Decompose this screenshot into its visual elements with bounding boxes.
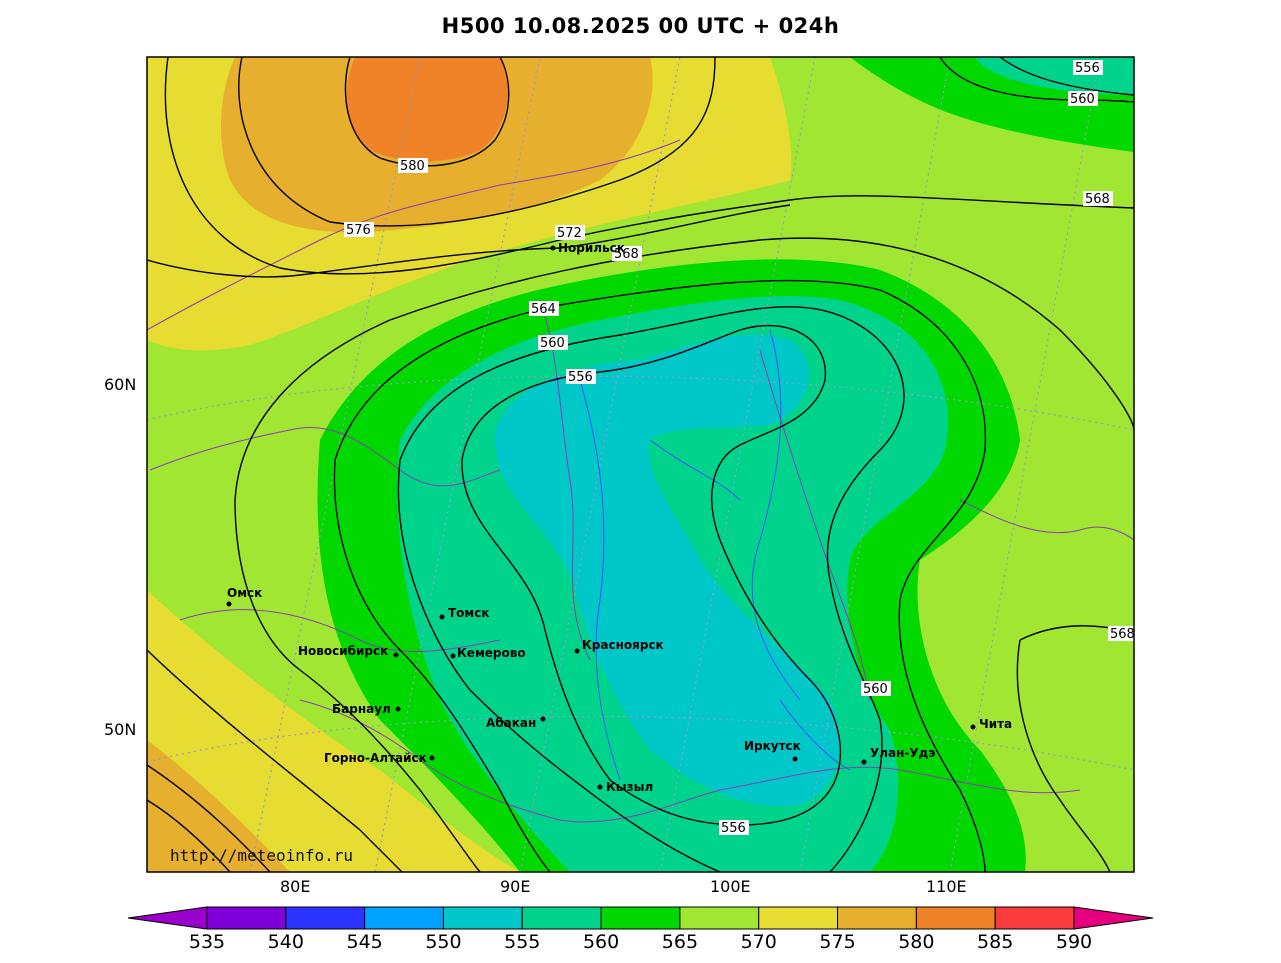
colorbar-segment: [600, 906, 681, 930]
contour-label: 560: [538, 335, 568, 351]
lon-label-110e: 110E: [926, 877, 967, 896]
zone-585-north: [346, 57, 509, 162]
city-marker: Омск: [226, 586, 262, 607]
colorbar-tick-label: 570: [741, 931, 777, 953]
colorbar-tick-label: 565: [662, 931, 698, 953]
colorbar-tick-label: 540: [268, 931, 304, 953]
map-title: H500 10.08.2025 00 UTC + 024h: [441, 14, 840, 38]
colorbar-high-arrow: [1073, 906, 1154, 930]
lat-label-50n: 50N: [104, 720, 136, 739]
colorbar-tick-label: 535: [189, 931, 225, 953]
city-marker: Томск: [439, 606, 490, 620]
contour-label: 556: [719, 820, 749, 836]
svg-text:Чита: Чита: [979, 717, 1012, 731]
zone-575-sw: [147, 590, 520, 872]
contour-label: 568: [612, 246, 642, 262]
contour-label: 568: [1108, 626, 1138, 642]
colorbar-tick-label: 555: [504, 931, 540, 953]
colorbar-tick-label: 580: [898, 931, 934, 953]
svg-text:Кемерово: Кемерово: [457, 646, 526, 660]
svg-text:564: 564: [531, 302, 556, 317]
rivers: [579, 329, 851, 781]
lon-label-90e: 90E: [500, 877, 530, 896]
colorbar-segment: [837, 906, 917, 930]
lon-label-80e: 80E: [280, 877, 310, 896]
contour-label: 564: [529, 301, 559, 317]
svg-text:576: 576: [346, 223, 371, 238]
svg-text:Красноярск: Красноярск: [582, 638, 664, 652]
colorbar-tick-label: 590: [1056, 931, 1092, 953]
contour-label: 572: [555, 225, 585, 241]
colorbar-segment: [206, 906, 287, 930]
colorbar-low-arrow: [127, 906, 208, 930]
cities: Норильск Омск Томск Новосибирск Кемерово…: [226, 241, 1012, 794]
colorbar: 535 540 545 550 555 560 565 570 575 580 585 590: [127, 906, 1154, 953]
svg-text:Улан-Удэ: Улан-Удэ: [870, 746, 935, 760]
contour-label: 556: [1073, 60, 1103, 76]
svg-text:556: 556: [721, 821, 746, 836]
svg-text:556: 556: [568, 370, 593, 385]
map-fill-layer: [147, 57, 1134, 872]
svg-text:560: 560: [540, 336, 565, 351]
svg-text:572: 572: [557, 226, 582, 241]
colorbar-tick-label: 575: [819, 931, 855, 953]
city-marker: Абакан: [486, 716, 546, 730]
colorbar-segment: [521, 906, 602, 930]
graticule: [147, 57, 1134, 872]
borders: [147, 139, 1134, 823]
contour-labels: 556 560 568 580 576 572 568 564 560 556 …: [344, 60, 1138, 836]
svg-text:568: 568: [614, 247, 639, 262]
svg-text:568: 568: [1110, 627, 1135, 642]
city-marker: Красноярск: [574, 638, 664, 654]
lat-label-60n: 60N: [104, 375, 136, 394]
contour-label: 560: [1068, 91, 1098, 107]
map-frame: [146, 56, 1135, 873]
city-marker: Новосибирск: [298, 644, 399, 658]
city-marker: Кызыл: [597, 780, 653, 794]
city-marker: Чита: [970, 717, 1012, 731]
colorbar-tick-label: 585: [977, 931, 1013, 953]
svg-text:Омск: Омск: [227, 586, 262, 600]
zone-555-trough: [494, 334, 840, 807]
colorbar-segment: [994, 906, 1075, 930]
zone-580-sw: [147, 740, 290, 872]
source-url: http://meteoinfo.ru: [170, 846, 353, 865]
contour-label: 576: [344, 222, 374, 238]
city-marker: Барнаул: [332, 702, 401, 716]
svg-text:Горно-Алтайск: Горно-Алтайск: [324, 751, 427, 765]
contour-label: 560: [861, 681, 891, 697]
colorbar-segment: [442, 906, 523, 930]
colorbar-segment: [364, 906, 444, 930]
svg-text:Норильск: Норильск: [558, 241, 625, 255]
contour-label: 580: [398, 158, 428, 174]
colorbar-segment: [758, 906, 839, 930]
svg-text:Барнаул: Барнаул: [332, 702, 391, 716]
city-marker: Горно-Алтайск: [324, 751, 435, 765]
colorbar-tick-label: 560: [583, 931, 619, 953]
svg-text:Кызыл: Кызыл: [606, 780, 653, 794]
city-marker: Норильск: [550, 241, 625, 255]
city-marker: Кемерово: [450, 646, 526, 660]
contour-label: 568: [1083, 191, 1113, 207]
svg-text:560: 560: [1070, 92, 1095, 107]
svg-text:Новосибирск: Новосибирск: [298, 644, 388, 658]
colorbar-tick-label: 550: [425, 931, 461, 953]
colorbar-segment: [285, 906, 366, 930]
colorbar-tick-label: 545: [347, 931, 383, 953]
colorbar-segment: [679, 906, 760, 930]
svg-text:556: 556: [1075, 61, 1100, 76]
svg-text:560: 560: [863, 682, 888, 697]
lon-label-100e: 100E: [710, 877, 751, 896]
svg-text:Иркутск: Иркутск: [744, 739, 801, 753]
contour-label: 556: [566, 369, 596, 385]
colorbar-segment: [915, 906, 996, 930]
city-marker: Улан-Удэ: [861, 746, 935, 765]
svg-text:Томск: Томск: [448, 606, 490, 620]
svg-text:580: 580: [400, 159, 425, 174]
svg-text:568: 568: [1085, 192, 1110, 207]
svg-text:Абакан: Абакан: [486, 716, 536, 730]
city-marker: Иркутск: [744, 739, 801, 762]
